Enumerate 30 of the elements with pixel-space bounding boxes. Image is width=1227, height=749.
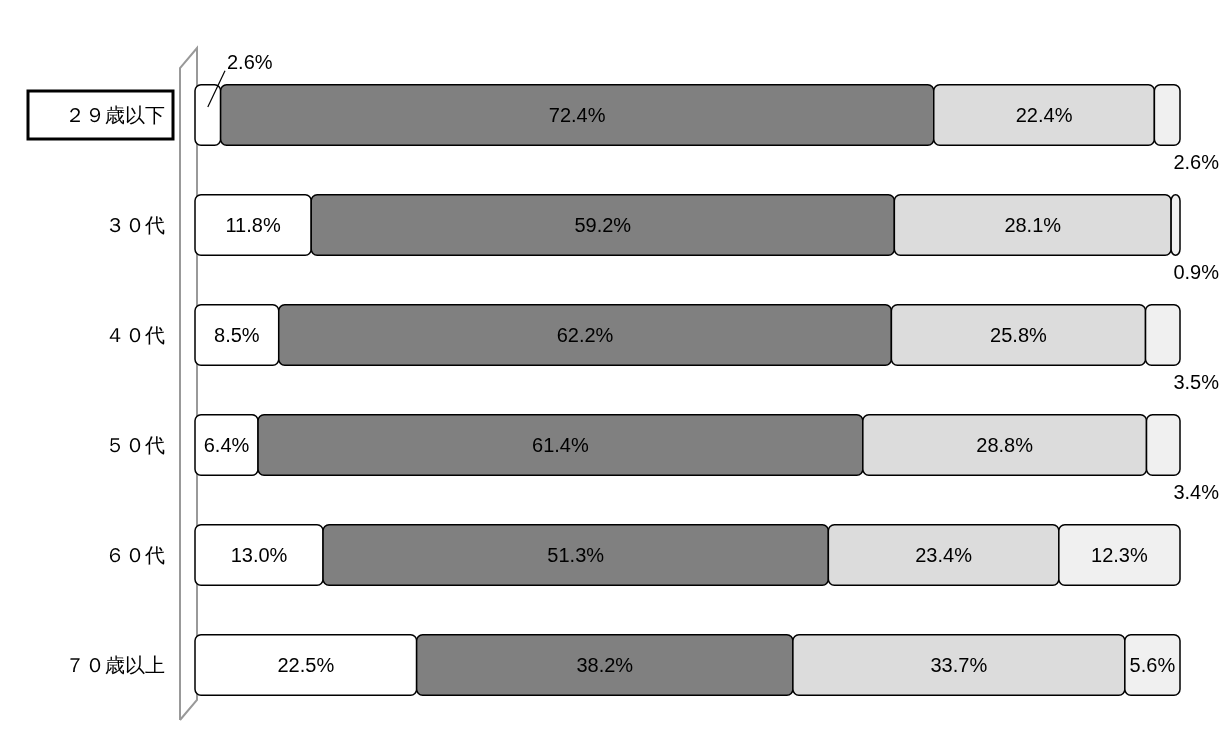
data-label: 11.8% — [225, 214, 281, 236]
data-label: 3.5% — [1173, 371, 1220, 394]
data-label: 8.5% — [214, 324, 260, 346]
data-label: 72.4% — [548, 104, 606, 126]
data-label: 5.6% — [1129, 654, 1176, 676]
data-label: 23.4% — [915, 544, 973, 566]
data-label: 2.6% — [227, 50, 273, 73]
data-label: 0.9% — [1173, 261, 1220, 284]
y-tick-label: ７０歳以上 — [65, 654, 165, 676]
data-label: 6.4% — [203, 434, 250, 456]
y-tick-label: ４０代 — [105, 324, 165, 346]
y-tick-label: ６０代 — [105, 544, 165, 566]
data-label: 28.8% — [976, 434, 1034, 456]
data-label: 3.4% — [1173, 481, 1220, 504]
data-label: 38.2% — [576, 654, 634, 676]
y-tick-label: ３０代 — [105, 214, 165, 236]
data-label: 25.8% — [990, 324, 1048, 346]
data-label: 22.4% — [1015, 104, 1073, 126]
data-label: 12.3% — [1091, 544, 1148, 566]
data-label: 33.7% — [930, 654, 988, 676]
y-tick-label: ５０代 — [105, 434, 165, 456]
data-label: 61.4% — [532, 434, 589, 456]
data-label: 59.2% — [574, 214, 632, 236]
data-label: 13.0% — [230, 544, 288, 566]
data-label: 51.3% — [547, 544, 605, 566]
data-label: 2.6% — [1173, 151, 1220, 174]
data-label: 62.2% — [556, 324, 614, 346]
data-label: 28.1% — [1004, 214, 1062, 236]
data-label: 22.5% — [277, 654, 335, 676]
y-tick-label: ２９歳以下 — [65, 104, 165, 126]
